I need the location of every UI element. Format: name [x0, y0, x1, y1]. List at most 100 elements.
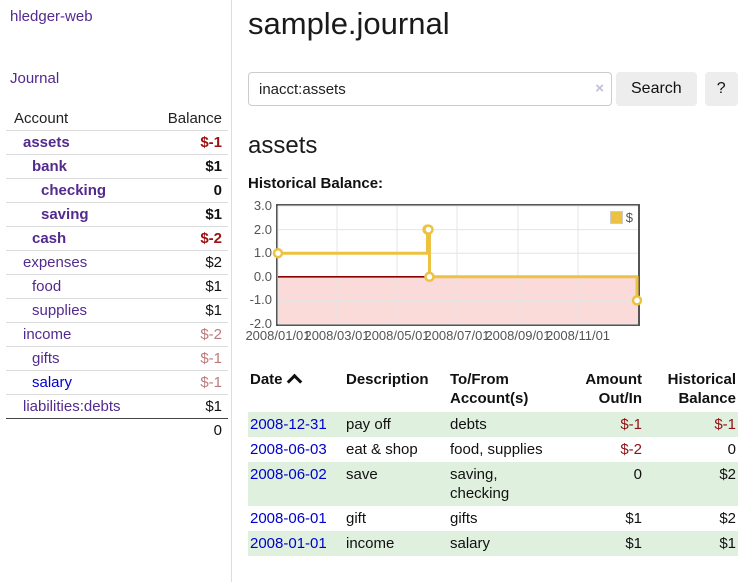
chart-canvas	[272, 205, 643, 325]
transaction-date-link[interactable]: 2008-06-03	[250, 441, 327, 458]
y-tick-label: -1.0	[249, 292, 272, 308]
account-row: liabilities:debts $1	[6, 394, 228, 418]
account-link[interactable]: expenses	[23, 254, 88, 271]
account-balance: 0	[213, 182, 222, 199]
account-link[interactable]: assets	[23, 134, 70, 151]
search-input[interactable]	[248, 72, 612, 106]
transaction-amount: $1	[625, 510, 642, 527]
account-balance: $-2	[200, 230, 222, 247]
account-link[interactable]: liabilities:debts	[23, 398, 121, 415]
nav-journal-link[interactable]: Journal	[10, 70, 60, 87]
x-tick-label: 2008/09/01	[485, 328, 551, 343]
transaction-date-link[interactable]: 2008-12-31	[250, 416, 327, 433]
amount-column-header: Amount Out/In	[585, 371, 642, 407]
transaction-accounts: salary	[450, 535, 491, 552]
accounts-column-header: To/From Account(s)	[450, 371, 529, 407]
clear-search-icon[interactable]: ×	[595, 80, 604, 97]
account-link[interactable]: gifts	[32, 350, 60, 367]
account-balance: $-1	[200, 374, 222, 391]
chart-legend: $	[607, 209, 635, 226]
accounts-table: Account Balance assets $-1 bank $1 check…	[6, 106, 228, 442]
account-balance: $1	[205, 302, 222, 319]
y-tick-label: 3.0	[253, 198, 272, 213]
x-tick-label: 2008/05/01	[364, 328, 430, 343]
transaction-balance: $1	[719, 535, 736, 552]
account-balance: $-2	[200, 326, 222, 343]
register-row: 2008-06-01 gift gifts $1 $2	[248, 506, 738, 531]
account-link[interactable]: income	[23, 326, 72, 343]
account-link[interactable]: bank	[32, 158, 68, 175]
description-column-header: Description	[346, 371, 429, 388]
transaction-description: gift	[346, 510, 367, 527]
register-row: 2008-06-02 save saving, checking 0 $2	[248, 462, 738, 506]
x-tick-label: 2008/03/01	[304, 328, 370, 343]
account-link[interactable]: food	[32, 278, 62, 295]
accounts-list: assets $-1 bank $1 checking 0 saving $1 …	[6, 130, 228, 418]
y-tick-label: 2.0	[253, 221, 272, 237]
x-tick-label: 2008/11/01	[545, 328, 611, 343]
sidebar: hledger-web Journal Account Balance asse…	[0, 0, 232, 582]
accounts-total-balance: 0	[213, 422, 222, 439]
y-tick-label: 0.0	[253, 268, 272, 284]
help-button[interactable]: ?	[704, 72, 738, 106]
account-link[interactable]: cash	[32, 230, 67, 247]
account-balance: $2	[205, 254, 222, 271]
transaction-balance: $2	[719, 510, 736, 527]
register-table: Date Description To/From Account(s) Amoun…	[248, 368, 738, 556]
transaction-description: save	[346, 466, 378, 483]
historical-balance-chart: 3.0 2.0 1.0 0.0 -1.0 -2.0 $ 2008/01/01 2008/03…	[245, 198, 738, 346]
account-row: checking 0	[6, 178, 228, 202]
transaction-balance: $2	[719, 466, 736, 483]
transaction-date-link[interactable]: 2008-01-01	[250, 535, 327, 552]
transaction-date-link[interactable]: 2008-06-02	[250, 466, 327, 483]
accounts-total-row: . 0	[6, 418, 228, 442]
account-row: income $-2	[6, 322, 228, 346]
transaction-balance: $-1	[714, 416, 736, 433]
chart-plot-area: $	[272, 204, 643, 326]
account-link[interactable]: checking	[41, 182, 107, 199]
x-tick-label: 2008/07/01	[424, 328, 490, 343]
register-header-row: Date Description To/From Account(s) Amoun…	[248, 368, 738, 412]
transaction-amount: $-2	[620, 441, 642, 458]
account-link[interactable]: supplies	[32, 302, 88, 319]
account-row: salary $-1	[6, 370, 228, 394]
account-link[interactable]: salary	[32, 374, 73, 391]
account-balance: $1	[205, 158, 222, 175]
sort-ascending-icon	[286, 373, 302, 390]
account-row: gifts $-1	[6, 346, 228, 370]
x-tick-label: 2008/01/01	[245, 328, 311, 343]
chart-label: Historical Balance:	[248, 175, 384, 192]
transaction-description: pay off	[346, 416, 391, 433]
chart-x-axis: 2008/01/01 2008/03/01 2008/05/01 2008/07/01…	[245, 328, 640, 346]
transaction-date-link[interactable]: 2008-06-01	[250, 510, 327, 527]
date-column-header[interactable]: Date	[248, 368, 344, 412]
main-content: sample.journal × Search ? assets Histori…	[245, 0, 738, 556]
page-title: sample.journal	[248, 6, 450, 41]
balance-column-header: Historical Balance	[667, 371, 736, 407]
account-row: assets $-1	[6, 130, 228, 154]
account-row: food $1	[6, 274, 228, 298]
account-row: expenses $2	[6, 250, 228, 274]
account-balance: $-1	[200, 350, 222, 367]
account-balance: $1	[205, 206, 222, 223]
transaction-description: income	[346, 535, 395, 552]
account-heading: assets	[248, 132, 318, 159]
search-form: × Search ?	[248, 72, 738, 106]
account-balance: $-1	[200, 134, 222, 151]
register-row: 2008-12-31 pay off debts $-1 $-1	[248, 412, 738, 437]
transaction-amount: $-1	[620, 416, 642, 433]
transaction-amount: 0	[633, 466, 642, 483]
transaction-accounts: saving, checking	[450, 466, 510, 502]
legend-swatch-icon	[609, 211, 623, 224]
legend-label: $	[625, 210, 633, 225]
account-column-header: Account	[14, 109, 69, 127]
transaction-amount: $1	[625, 535, 642, 552]
register-row: 2008-01-01 income salary $1 $1	[248, 531, 738, 556]
app-brand-link[interactable]: hledger-web	[10, 8, 93, 25]
chart-y-axis: 3.0 2.0 1.0 0.0 -1.0 -2.0	[248, 198, 276, 346]
search-button[interactable]: Search	[616, 72, 697, 106]
account-row: saving $1	[6, 202, 228, 226]
account-link[interactable]: saving	[41, 206, 89, 223]
transaction-description: eat & shop	[346, 441, 418, 458]
transaction-balance: 0	[727, 441, 736, 458]
